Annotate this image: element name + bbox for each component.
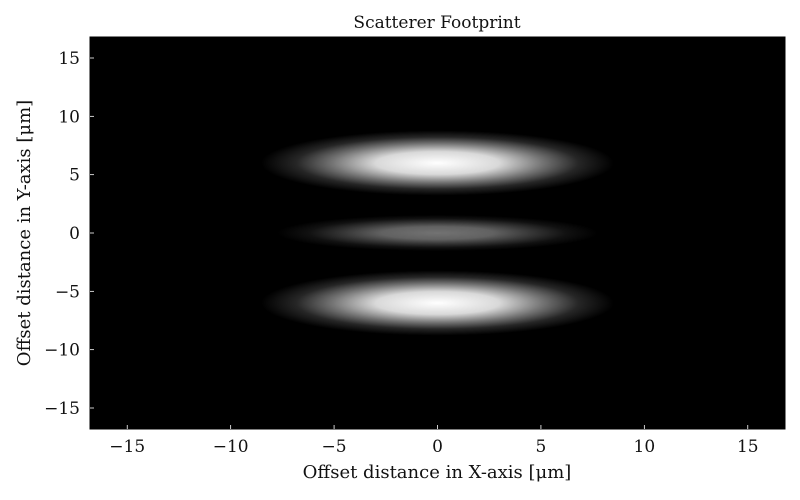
intensity-lobe bbox=[261, 270, 614, 336]
x-tick-label: −5 bbox=[322, 437, 347, 457]
intensity-lobe bbox=[277, 214, 598, 252]
y-tick-label: 15 bbox=[58, 49, 80, 69]
y-tick-label: 10 bbox=[58, 107, 80, 127]
y-tick-label: −5 bbox=[55, 282, 80, 302]
y-axis-label: Offset distance in Y-axis [μm] bbox=[14, 100, 35, 366]
y-tick-label: −15 bbox=[44, 399, 80, 419]
y-tick-label: 5 bbox=[69, 166, 80, 186]
x-axis-label: Offset distance in X-axis [μm] bbox=[303, 462, 572, 483]
y-tick-label: −10 bbox=[44, 341, 80, 361]
x-axis: −15 −10 −5 0 5 10 15 bbox=[109, 425, 759, 457]
y-axis: −15 −10 −5 0 5 10 15 bbox=[44, 49, 94, 419]
intensity-lobe bbox=[261, 130, 614, 196]
x-tick-label: −15 bbox=[109, 437, 145, 457]
x-tick-label: 5 bbox=[536, 437, 547, 457]
y-tick-label: 0 bbox=[69, 224, 80, 244]
x-tick-label: 10 bbox=[634, 437, 656, 457]
heatmap-layer bbox=[261, 130, 614, 336]
chart-title: Scatterer Footprint bbox=[353, 13, 520, 33]
x-tick-label: 0 bbox=[432, 437, 443, 457]
x-tick-label: −10 bbox=[213, 437, 249, 457]
x-tick-label: 15 bbox=[737, 437, 759, 457]
